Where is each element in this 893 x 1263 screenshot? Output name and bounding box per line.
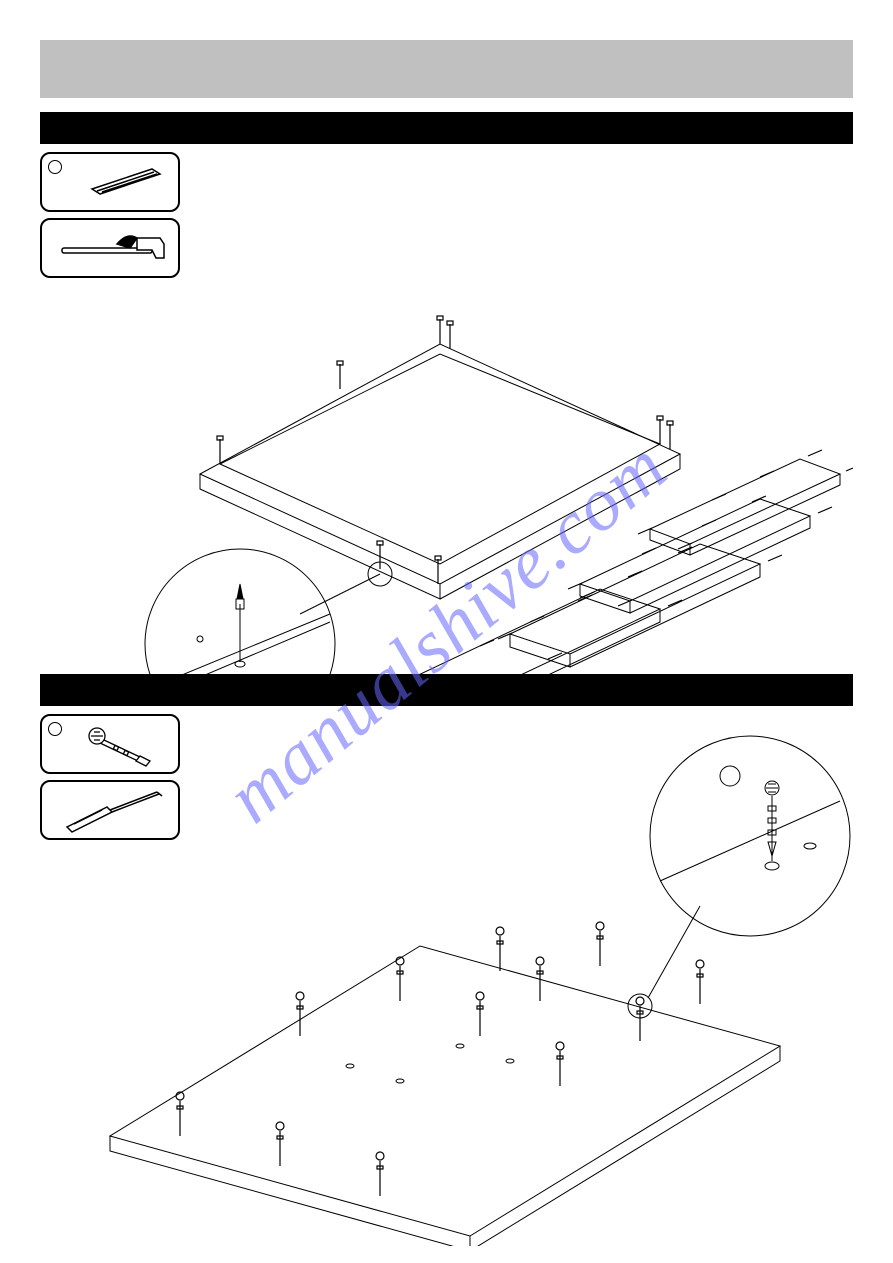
step-1-diagram xyxy=(40,144,853,674)
step-2-bar xyxy=(40,674,853,706)
step-1-content xyxy=(40,144,853,674)
header-bar xyxy=(40,40,853,98)
step-2-diagram xyxy=(40,706,853,1246)
step-2-content xyxy=(40,706,853,1246)
step-1-bar xyxy=(40,112,853,144)
